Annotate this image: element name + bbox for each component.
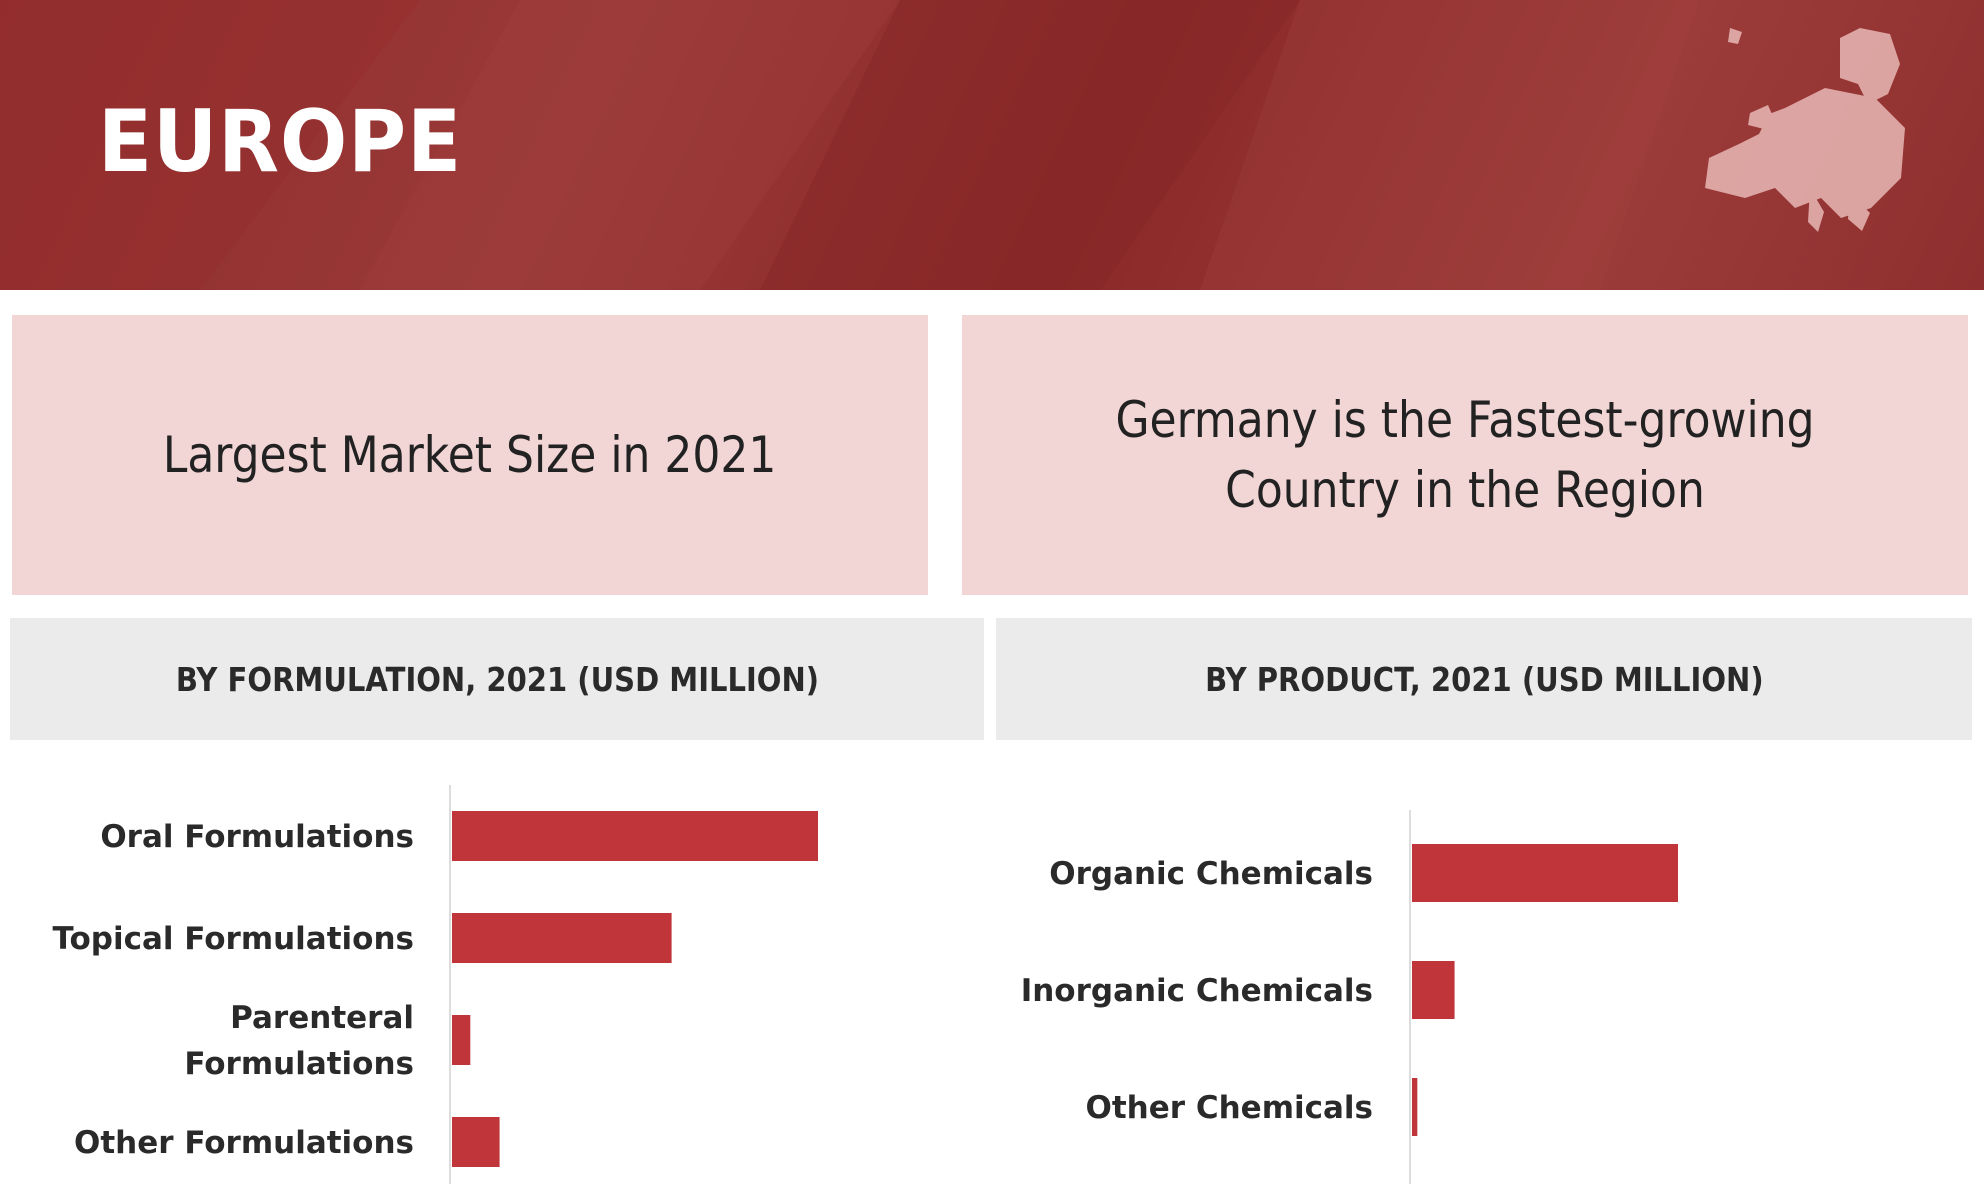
largest-market-text: Largest Market Size in 2021 (163, 426, 777, 484)
banner-title: EUROPE (98, 92, 463, 192)
product-bar-1 (1412, 844, 1678, 902)
banner-background (0, 0, 1700, 290)
formulation-category-label-3: Parenteral Formulations (184, 1000, 414, 1082)
formulation-bar-2 (452, 913, 672, 963)
formulation-chart-svg: Oral Formulations Topical Formulations Par… (52, 785, 818, 1184)
fastest-growing-text: Germany is the Fastest-growing Country i… (1115, 391, 1815, 519)
product-category-label-1: Organic Chemicals (1049, 856, 1373, 892)
formulation-category-label-2: Topical Formulations (52, 921, 414, 957)
product-chart-title: BY PRODUCT, 2021 (USD MILLION) (1204, 659, 1764, 699)
formulation-bar-chart: Oral Formulations Topical Formulations Par… (0, 770, 984, 1184)
formulation-chart-title: BY FORMULATION, 2021 (USD MILLION) (175, 659, 819, 699)
fastest-growing-box: Germany is the Fastest-growing Country i… (962, 315, 1968, 595)
formulation-category-label-4: Other Formulations (74, 1125, 414, 1161)
product-bar-2 (1412, 961, 1455, 1019)
product-bar-3 (1412, 1078, 1418, 1136)
formulation-category-label-1: Oral Formulations (100, 819, 414, 855)
formulation-bar-1 (452, 811, 818, 861)
product-bar-chart: Organic Chemicals Inorganic Chemicals Othe… (990, 770, 1984, 1184)
largest-market-box: Largest Market Size in 2021 (12, 315, 928, 595)
region-banner: EUROPE (0, 0, 1984, 290)
product-chart-header: BY PRODUCT, 2021 (USD MILLION) (996, 618, 1972, 740)
formulation-chart-header: BY FORMULATION, 2021 (USD MILLION) (10, 618, 984, 740)
formulation-bar-3 (452, 1015, 471, 1065)
formulation-bar-4 (452, 1117, 500, 1167)
product-category-label-3: Other Chemicals (1086, 1090, 1374, 1126)
product-category-label-2: Inorganic Chemicals (1021, 973, 1373, 1009)
europe-map-icon (1705, 28, 1905, 232)
product-chart-svg: Organic Chemicals Inorganic Chemicals Othe… (1021, 810, 1678, 1184)
